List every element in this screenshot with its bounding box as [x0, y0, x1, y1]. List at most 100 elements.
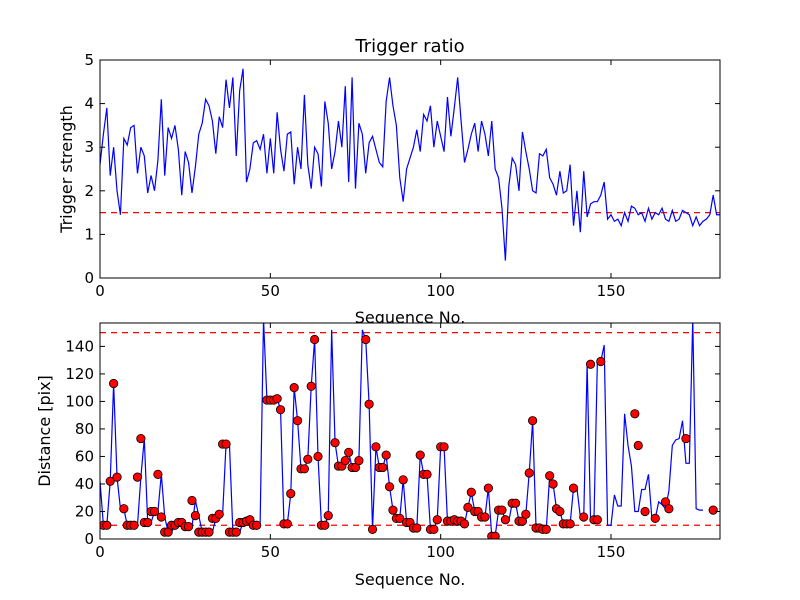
- bottom-plot-frame: [99, 322, 721, 540]
- top-plot-background: [100, 60, 720, 278]
- data-point-marker: [340, 455, 350, 466]
- top-chart: 0 50 100 150 0 1 2 3 4 5 Trigger ratio Sequence N…: [57, 36, 721, 327]
- data-point-marker: [415, 450, 425, 460]
- data-point-marker: [183, 522, 194, 532]
- data-point-marker: [466, 487, 476, 497]
- y-tick-label: 5: [84, 51, 94, 69]
- top-plot-area: [100, 68, 720, 261]
- data-point-marker: [381, 450, 391, 460]
- x-tick-label: 0: [95, 543, 105, 561]
- y-tick-label: 120: [65, 365, 94, 383]
- bottom-series-line: [100, 323, 703, 537]
- y-tick-label: 0: [84, 269, 94, 287]
- data-point-marker: [275, 405, 286, 415]
- data-point-marker: [109, 378, 119, 389]
- data-point-marker: [541, 524, 551, 534]
- data-point-marker: [136, 433, 146, 444]
- data-point-marker: [490, 531, 500, 539]
- data-point-marker: [320, 520, 330, 530]
- data-point-marker: [524, 468, 534, 478]
- data-point-marker: [344, 447, 354, 457]
- data-point-marker: [395, 513, 405, 523]
- data-point-marker: [143, 517, 153, 528]
- bottom-y-axis-label: Distance [pix]: [35, 375, 54, 487]
- data-point-marker: [313, 451, 323, 462]
- data-point-marker: [384, 482, 395, 492]
- data-point-marker: [112, 472, 122, 482]
- data-point-marker: [303, 454, 313, 464]
- y-tick-label: 80: [75, 420, 94, 438]
- top-chart-title: Trigger ratio: [354, 36, 464, 57]
- y-tick-label: 100: [65, 392, 94, 410]
- top-y-axis-label: Trigger strength: [57, 105, 76, 234]
- data-point-marker: [364, 399, 374, 409]
- data-point-marker: [555, 506, 565, 517]
- x-tick-label: 50: [261, 282, 280, 300]
- data-point-marker: [371, 442, 381, 452]
- data-point-marker: [282, 519, 292, 529]
- data-point-marker: [528, 416, 538, 426]
- data-point-marker: [398, 475, 408, 485]
- y-tick-label: 2: [84, 182, 94, 200]
- data-point-marker: [252, 520, 262, 530]
- data-point-marker: [463, 502, 473, 512]
- data-point-marker: [286, 488, 296, 499]
- y-tick-label: 3: [84, 138, 94, 156]
- data-point-marker: [664, 504, 674, 514]
- data-point-marker: [568, 483, 579, 493]
- data-point-marker: [429, 524, 439, 534]
- data-point-marker: [640, 506, 650, 517]
- y-tick-label: 1: [84, 225, 94, 243]
- data-point-marker: [650, 513, 660, 523]
- data-point-marker: [500, 515, 510, 525]
- data-point-marker: [497, 505, 507, 515]
- data-point-marker: [439, 442, 449, 452]
- y-tick-label: 20: [75, 502, 94, 520]
- y-tick-label: 60: [75, 447, 94, 465]
- y-tick-label: 0: [84, 530, 94, 548]
- data-point-marker: [367, 524, 378, 534]
- data-point-marker: [187, 495, 197, 506]
- data-point-marker: [105, 476, 115, 486]
- y-tick-label: 40: [75, 475, 94, 493]
- top-series-line: [100, 68, 720, 261]
- top-axis-ticks: 0 50 100 150 0 1 2 3 4 5: [84, 51, 720, 300]
- data-point-marker: [596, 356, 606, 367]
- bottom-chart: 0 50 100 150 0 20 40 60 80 100 120 140 Sequence No.…: [35, 322, 721, 589]
- data-point-marker: [149, 506, 160, 517]
- data-point-marker: [378, 462, 388, 473]
- data-point-marker: [579, 512, 589, 522]
- data-point-marker: [681, 433, 691, 444]
- data-point-marker: [306, 381, 316, 391]
- data-point-marker: [459, 519, 470, 529]
- data-point-marker: [432, 515, 442, 525]
- x-tick-label: 100: [426, 543, 455, 561]
- top-x-axis-label: Sequence No.: [355, 308, 466, 327]
- data-point-marker: [190, 511, 200, 521]
- data-point-marker: [231, 527, 241, 537]
- x-tick-label: 50: [261, 543, 280, 561]
- x-tick-label: 100: [426, 282, 455, 300]
- data-point-marker: [388, 505, 398, 515]
- x-tick-label: 0: [95, 282, 105, 300]
- y-tick-label: 4: [84, 95, 94, 113]
- data-point-marker: [221, 439, 231, 449]
- x-tick-label: 150: [597, 543, 626, 561]
- data-point-marker: [323, 511, 333, 521]
- data-point-marker: [102, 520, 112, 530]
- data-point-marker: [129, 520, 139, 530]
- data-point-marker: [310, 334, 320, 345]
- data-point-marker: [361, 334, 371, 345]
- data-point-marker: [272, 394, 282, 404]
- x-tick-label: 150: [597, 282, 626, 300]
- data-point-marker: [592, 515, 602, 525]
- data-point-marker: [630, 409, 640, 419]
- bottom-plot-area: [100, 323, 720, 539]
- data-point-marker: [156, 512, 166, 522]
- data-point-marker: [153, 469, 163, 479]
- data-point-marker: [292, 416, 303, 426]
- y-tick-label: 140: [65, 337, 94, 355]
- data-point-marker: [132, 472, 143, 482]
- data-point-marker: [633, 440, 643, 451]
